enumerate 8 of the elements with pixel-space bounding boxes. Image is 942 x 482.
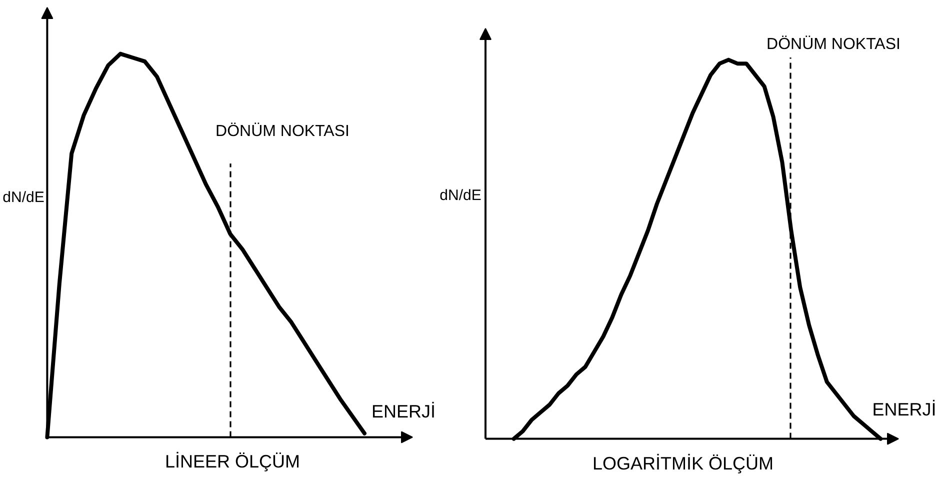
text: DÖNÜM NOKTASI [766,35,900,53]
y-axis-title: dN/dE [2,189,44,206]
annotation: DÖNÜM NOKTASI [216,122,350,140]
x-axis-title: ENERJİ [872,400,936,420]
x-axis-title: ENERJİ [371,402,436,422]
text: LİNEER ÖLÇÜM [164,452,300,472]
text: LOGARİTMİK ÖLÇÜM [592,454,774,474]
y-axis-title: dN/dE [440,187,482,204]
